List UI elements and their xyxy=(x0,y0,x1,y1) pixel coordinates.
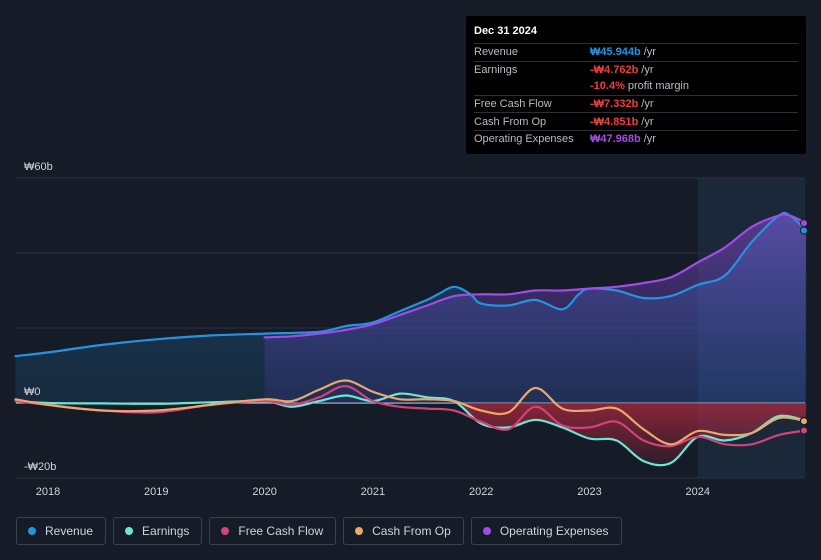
x-tick-label: 2018 xyxy=(36,486,60,498)
x-tick-label: 2021 xyxy=(361,486,385,498)
operating-expenses-area xyxy=(264,214,807,403)
tooltip-value: ₩45.944b xyxy=(590,46,641,59)
legend-dot-icon xyxy=(482,527,491,535)
legend-label: Revenue xyxy=(45,524,94,538)
tooltip-label: Operating Expenses xyxy=(474,133,574,146)
tooltip-label: Earnings xyxy=(474,63,518,76)
tooltip-value: -10.4% xyxy=(590,80,625,93)
series-areas xyxy=(15,212,807,466)
tooltip-row-cash-from-op: Cash From Op -₩4.851b /yr xyxy=(474,112,798,130)
legend-label: Free Cash Flow xyxy=(238,524,324,538)
tooltip-panel: Dec 31 2024 Revenue ₩45.944b /yr Earning… xyxy=(466,16,806,154)
tooltip-unit: profit margin xyxy=(627,80,689,93)
y-tick-label: ₩60b xyxy=(24,161,53,173)
x-tick-label: 2024 xyxy=(686,486,710,498)
tooltip-label: Revenue xyxy=(474,46,519,59)
legend-dot-icon xyxy=(28,527,36,535)
tooltip-unit: /yr xyxy=(643,133,656,146)
y-tick-label: ₩0 xyxy=(24,386,41,398)
tooltip-unit: /yr xyxy=(641,63,654,76)
x-tick-label: 2020 xyxy=(252,486,276,498)
legend-item-earnings[interactable]: Earnings xyxy=(113,517,203,545)
operating-expenses-end-marker xyxy=(800,219,808,228)
x-tick-label: 2023 xyxy=(577,486,601,498)
tooltip-value: -₩7.332b xyxy=(590,98,639,111)
end-markers xyxy=(800,219,808,435)
legend-item-cash-from-op[interactable]: Cash From Op xyxy=(343,517,464,545)
legend-label: Operating Expenses xyxy=(499,524,609,538)
cash-from-op-line xyxy=(14,379,808,446)
legend-dot-icon xyxy=(125,527,134,535)
tooltip-unit: /yr xyxy=(641,115,654,128)
revenue-line xyxy=(14,211,808,358)
legend-label: Earnings xyxy=(142,524,190,538)
legend: Revenue Earnings Free Cash Flow Cash Fro… xyxy=(16,517,629,545)
tooltip-row-operating-expenses: Operating Expenses ₩47.968b /yr xyxy=(474,129,798,148)
legend-label: Cash From Op xyxy=(372,524,451,538)
tooltip-value: -₩4.851b xyxy=(590,115,639,128)
free-cash-flow-end-marker xyxy=(800,426,808,435)
tooltip-unit: /yr xyxy=(641,98,654,111)
tooltip-date: Dec 31 2024 xyxy=(474,25,537,37)
legend-dot-icon xyxy=(221,527,230,535)
operating-expenses-line xyxy=(263,213,808,339)
tooltip-row-free-cash-flow: Free Cash Flow -₩7.332b /yr xyxy=(474,94,798,113)
legend-item-revenue[interactable]: Revenue xyxy=(16,517,107,545)
legend-item-free-cash-flow[interactable]: Free Cash Flow xyxy=(209,517,337,545)
revenue-end-marker xyxy=(800,226,808,235)
tooltip-value: ₩47.968b xyxy=(590,133,641,146)
tooltip-label: Free Cash Flow xyxy=(474,98,552,111)
tooltip-row-revenue: Revenue ₩45.944b /yr xyxy=(474,43,798,61)
negative-area xyxy=(15,403,807,466)
legend-item-operating-expenses[interactable]: Operating Expenses xyxy=(470,517,622,545)
tooltip-label: Cash From Op xyxy=(474,115,547,128)
x-tick-labels: 2018 2019 2020 2021 2022 2023 2024 xyxy=(36,486,710,498)
cash-from-op-end-marker xyxy=(800,417,808,426)
legend-dot-icon xyxy=(355,527,364,535)
tooltip-row-earnings: Earnings -₩4.762b /yr xyxy=(474,60,798,79)
x-tick-label: 2019 xyxy=(144,486,168,498)
y-tick-label: -₩20b xyxy=(24,461,56,473)
tooltip-unit: /yr xyxy=(643,46,656,59)
tooltip-row-profit-margin: -10.4% profit margin xyxy=(474,78,798,95)
x-tick-label: 2022 xyxy=(469,486,493,498)
tooltip-value: -₩4.762b xyxy=(590,63,639,76)
series-lines xyxy=(14,211,808,467)
y-tick-labels: ₩60b ₩0 -₩20b xyxy=(24,161,56,473)
